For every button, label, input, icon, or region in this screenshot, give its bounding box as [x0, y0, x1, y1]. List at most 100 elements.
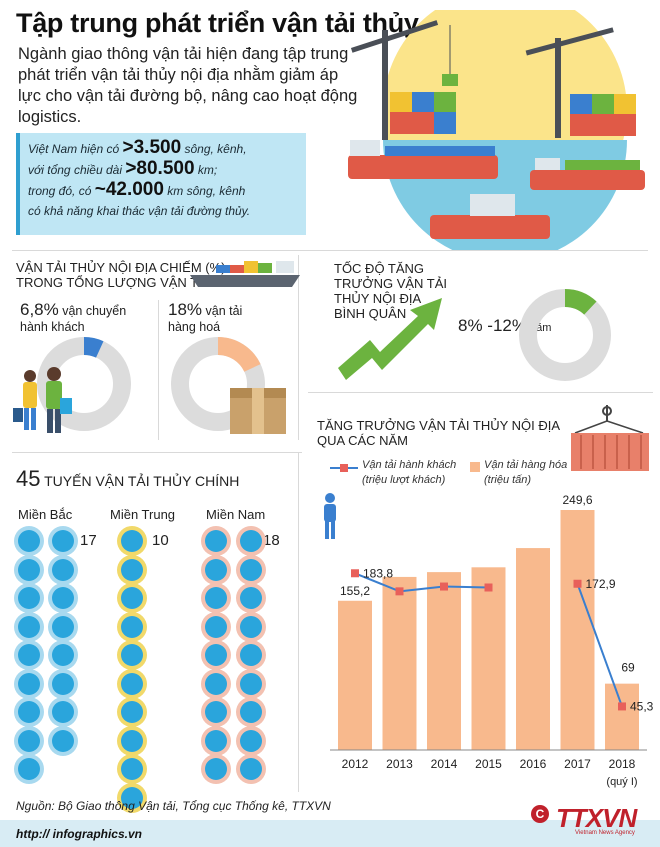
source-text: Nguồn: Bộ Giao thông Vận tải, Tổng cục T…	[16, 799, 331, 813]
x-tick-label: 2016	[520, 757, 547, 771]
route-dot	[240, 729, 262, 752]
agency-logo-subtitle: Vietnam News Agency	[575, 830, 635, 836]
line-point	[440, 582, 448, 591]
region-label-bac: Miền Bắc	[18, 507, 73, 522]
chart-title: TĂNG TRƯỞNG VẬN TẢI THỦY NỘI ĐỊA QUA CÁC…	[317, 418, 561, 448]
route-dot	[52, 530, 74, 552]
route-dot	[205, 558, 227, 581]
route-dot	[52, 672, 74, 695]
bar-data-label: 155,2	[340, 584, 370, 598]
chart-bar	[382, 576, 417, 750]
route-dot	[205, 758, 227, 780]
chart-bar	[427, 572, 461, 750]
port-illustration	[348, 10, 645, 250]
share-title: VẬN TẢI THỦY NỘI ĐỊA CHIẾM (%) TRONG TỔN…	[16, 260, 226, 290]
route-dot	[205, 530, 227, 552]
route-dot	[18, 729, 40, 752]
route-dot	[18, 558, 40, 581]
bar-data-label: 249,6	[562, 493, 592, 507]
line-point	[351, 569, 359, 578]
route-dot	[205, 615, 227, 638]
route-dot	[18, 615, 40, 638]
region-label-nam: Miền Nam	[206, 507, 266, 522]
route-dot	[52, 701, 74, 723]
line-segment	[399, 585, 445, 593]
route-dot	[240, 672, 262, 695]
route-dot	[18, 644, 40, 666]
route-dot	[240, 644, 262, 666]
cargo-donut	[171, 337, 286, 434]
route-dot	[240, 587, 262, 609]
line-data-label: 45,3	[630, 699, 654, 713]
growth-chart: 2012 155,2 2013 2014 2015 2016 2017 249,6 2018 69…	[330, 493, 654, 788]
agency-logo: TTXVN	[556, 803, 637, 833]
route-dot	[121, 672, 143, 695]
chart-bar	[516, 548, 550, 750]
chart-bar	[560, 510, 595, 750]
bar-data-label: 69	[621, 661, 635, 675]
x-tick-note: (quý I)	[606, 776, 637, 788]
line-point	[573, 579, 582, 588]
site-link[interactable]: http:// infographics.vn	[16, 827, 142, 841]
person-icon	[324, 493, 336, 539]
line-segment	[443, 585, 489, 589]
line-point	[618, 702, 626, 711]
route-dot	[52, 615, 74, 638]
route-dot	[18, 587, 40, 609]
footer-band	[0, 820, 660, 847]
route-dot	[121, 644, 143, 666]
route-dot	[121, 587, 143, 609]
route-dot	[205, 672, 227, 695]
route-dot	[121, 558, 143, 581]
route-dot	[205, 587, 227, 609]
chart-bar	[338, 600, 372, 750]
region-label-trung: Miền Trung	[110, 507, 176, 522]
passenger-donut	[13, 337, 131, 433]
line-point	[395, 587, 404, 596]
legend-bar-marker	[470, 462, 480, 472]
route-dot	[240, 615, 262, 638]
stats-line-4: có khả năng khai thác vận tải đường thủy…	[28, 204, 251, 218]
divider-3	[158, 300, 159, 440]
divider-2	[298, 255, 299, 440]
x-tick-label: 2018	[609, 757, 636, 771]
stats-line-1: Việt Nam hiện có >3.500 sông, kênh,	[28, 137, 247, 158]
route-dot	[121, 758, 143, 780]
route-dot	[52, 587, 74, 609]
region-count-trung: 10	[152, 532, 169, 549]
stats-box: Việt Nam hiện có >3.500 sông, kênh, với …	[16, 133, 306, 235]
x-tick-label: 2014	[431, 757, 458, 771]
route-dot	[52, 644, 74, 666]
divider-6	[298, 452, 299, 792]
route-dot	[205, 729, 227, 752]
routes-title: 45 TUYẾN VẬN TẢI THỦY CHÍNH	[16, 466, 240, 491]
route-dot	[121, 615, 143, 638]
legend-line-marker	[330, 464, 358, 472]
divider-5	[308, 392, 653, 393]
divider-4	[12, 452, 302, 453]
route-dot	[18, 530, 40, 552]
route-dot	[121, 786, 143, 809]
route-dot	[240, 758, 262, 780]
route-dots	[0, 0, 300, 809]
route-dot	[18, 758, 40, 780]
stats-line-2: với tổng chiều dài >80.500 km;	[28, 158, 218, 179]
line-point	[484, 583, 493, 592]
cargo-share-label: 18% vận tải hàng hoá	[168, 300, 243, 334]
x-tick-label: 2013	[386, 757, 413, 771]
route-dot	[121, 530, 143, 552]
line-data-label: 183,8	[363, 566, 393, 580]
container-crane-icon	[571, 405, 649, 471]
route-dot	[52, 729, 74, 752]
line-data-label: 172,9	[586, 577, 616, 591]
region-count-bac: 17	[80, 532, 97, 549]
growth-title: TỐC ĐỘ TĂNG TRƯỞNG VẬN TẢI THỦY NỘI ĐỊA …	[334, 261, 448, 321]
route-dot	[121, 701, 143, 723]
route-dot	[205, 644, 227, 666]
x-tick-label: 2017	[564, 757, 591, 771]
route-dot	[121, 729, 143, 752]
legend-cargo: Vận tải hàng hóa (triệu tấn)	[484, 459, 568, 486]
route-dot	[18, 672, 40, 695]
growth-donut	[519, 289, 611, 381]
route-dot	[52, 558, 74, 581]
